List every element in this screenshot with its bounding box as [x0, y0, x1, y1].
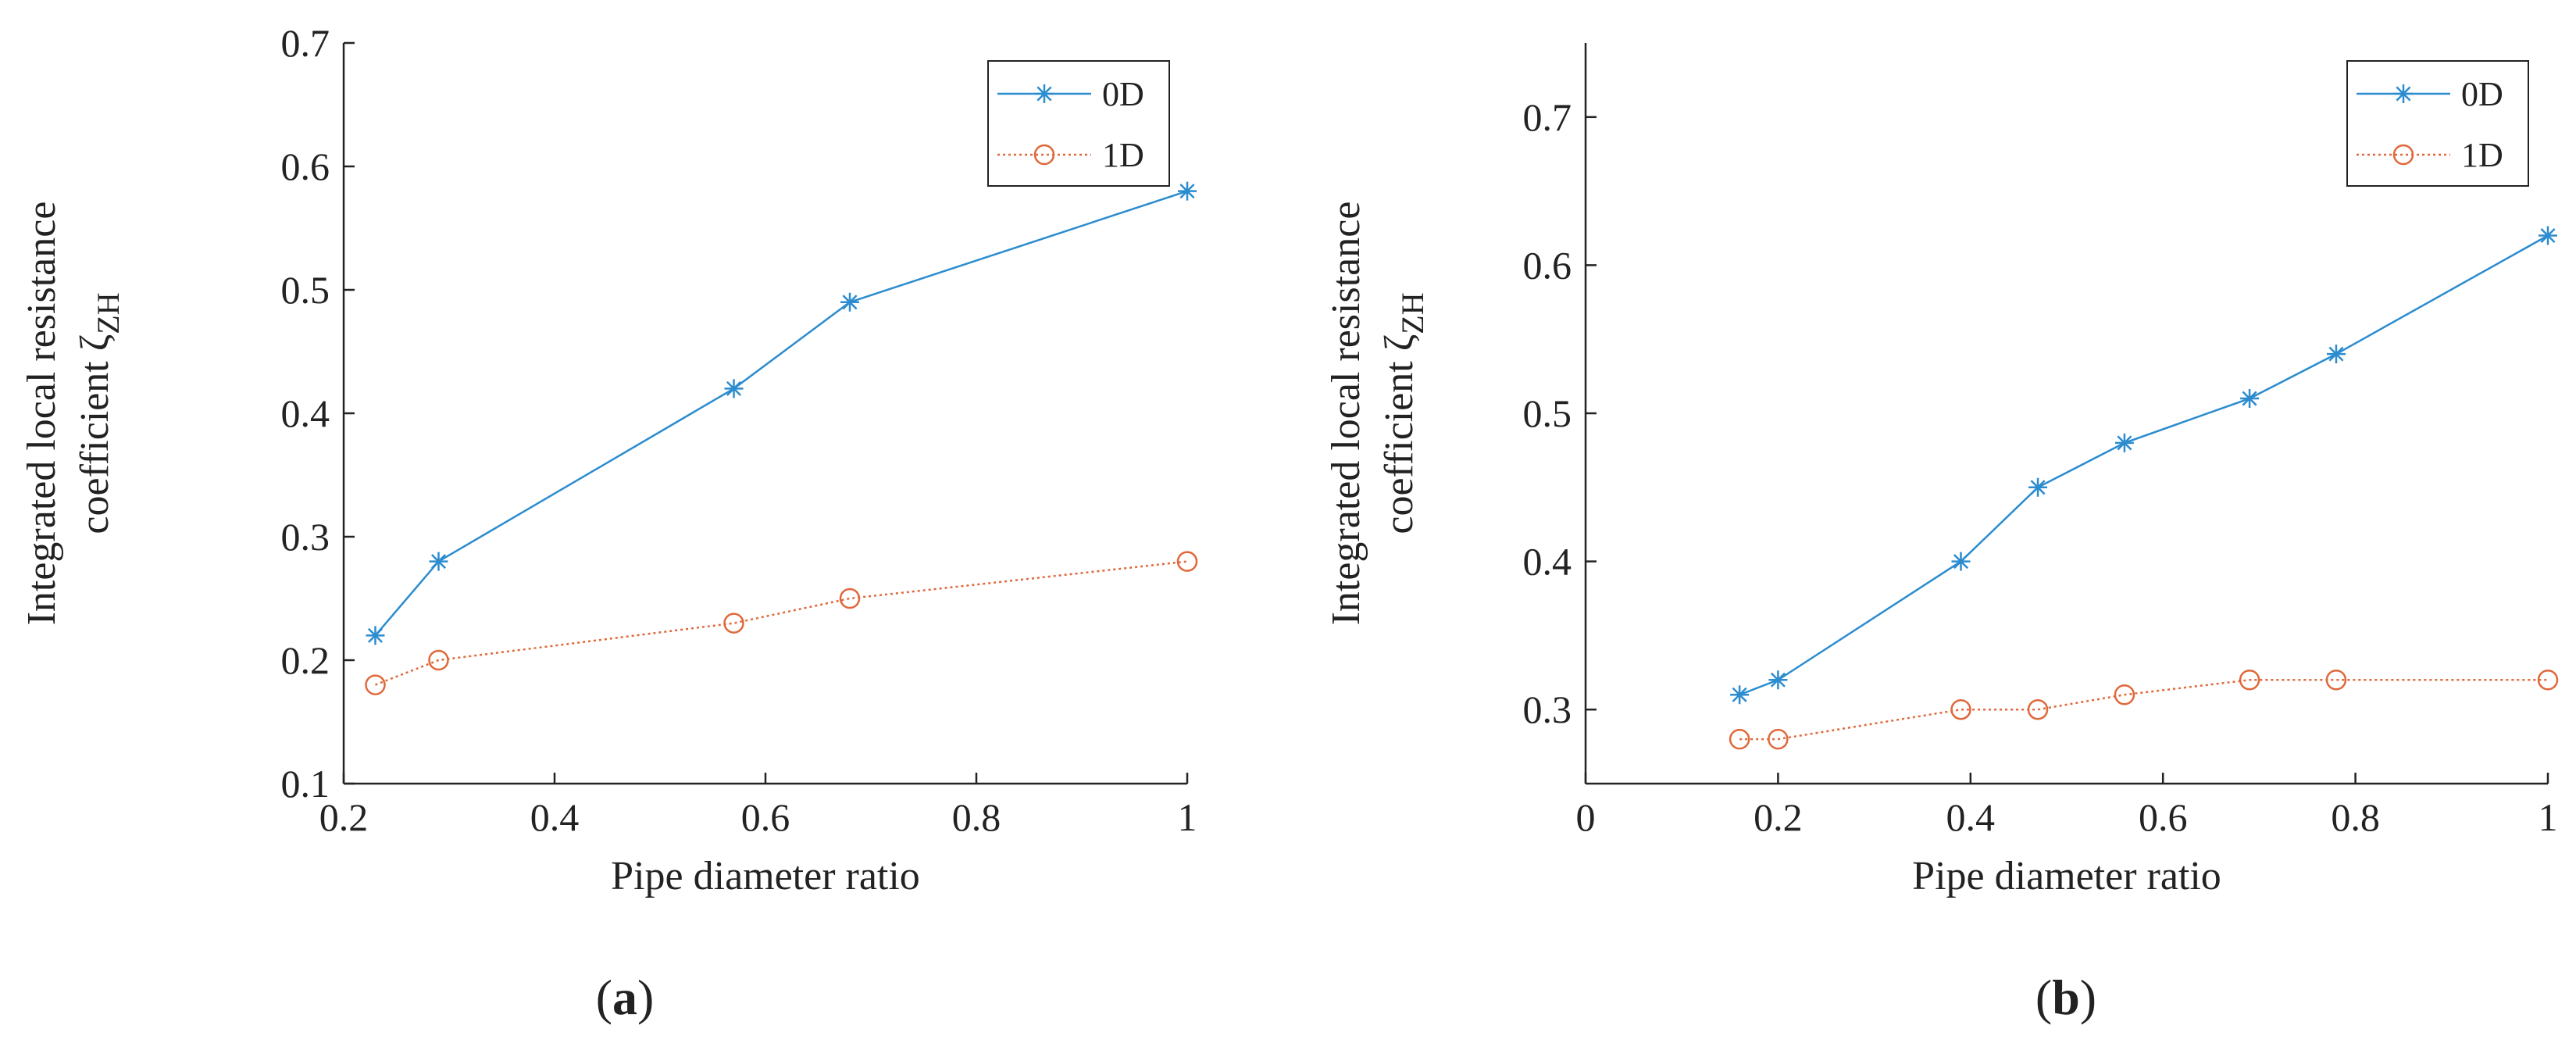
- data-point-circle: [2239, 670, 2260, 691]
- panel-label-letter: a: [612, 970, 637, 1025]
- y-axis-label-line1: Integrated local resistance: [1324, 202, 1368, 626]
- x-tick-label: 0.6: [2139, 795, 2188, 839]
- data-point-asterisk: [724, 379, 744, 398]
- panel-label-close: ): [637, 970, 654, 1025]
- panel-label: (b): [2035, 970, 2096, 1025]
- data-point-asterisk: [1730, 685, 1750, 705]
- y-tick-label: 0.4: [1523, 540, 1572, 584]
- data-point-circle: [2537, 670, 2559, 691]
- x-axis-label: Pipe diameter ratio: [1912, 854, 2221, 898]
- data-point-circle: [428, 649, 449, 671]
- x-tick-label: 1: [2539, 795, 2558, 839]
- data-point-circle: [839, 588, 861, 609]
- legend: 0D 1D: [987, 60, 1170, 187]
- data-point-asterisk: [2114, 433, 2134, 452]
- panel-label-open: (: [2035, 970, 2052, 1025]
- y-tick-label: 0.5: [1523, 391, 1572, 435]
- y-axis-label-zeta: coefficient ζ: [1377, 334, 1422, 534]
- data-point-circle: [1950, 698, 1971, 720]
- legend-marker-circle: [1033, 144, 1055, 166]
- data-point-circle: [2114, 684, 2135, 705]
- data-point-asterisk: [1951, 552, 1971, 571]
- data-point-asterisk: [2539, 226, 2557, 245]
- data-point-circle: [1729, 728, 1750, 750]
- legend-box: [987, 60, 1170, 187]
- panel-label-open: (: [596, 970, 612, 1025]
- series-1D: [365, 551, 1198, 695]
- data-point-asterisk: [1178, 181, 1197, 201]
- series-line-1D: [375, 560, 1188, 686]
- x-tick-label: 0.6: [741, 795, 790, 839]
- x-tick-label: 0.8: [952, 795, 1001, 839]
- series-1D: [1729, 670, 2559, 750]
- data-point-asterisk: [840, 292, 859, 312]
- y-axis-label-line1: Integrated local resistance: [20, 202, 64, 626]
- data-point-circle: [723, 613, 744, 634]
- x-tick-label: 0.4: [530, 795, 580, 839]
- x-tick-label: 0: [1576, 795, 1596, 839]
- data-point-asterisk: [366, 626, 385, 645]
- y-axis-label-line2: coefficient ζZH: [1377, 292, 1430, 534]
- legend-label-1D: 1D: [1102, 136, 1144, 174]
- x-tick-label: 0.4: [1946, 795, 1996, 839]
- panel-label: (a): [596, 970, 655, 1025]
- chart-b: 0 0.2 0.4 0.6 0.8 1 0.3 0.4 0.5 0.6 0.7 Pipe diamet…: [1324, 43, 2559, 1025]
- panel-label-close: ): [2080, 970, 2096, 1025]
- legend-label-1D: 1D: [2461, 136, 2503, 174]
- y-axis-label-zeta: coefficient ζ: [73, 334, 117, 534]
- data-point-circle: [2027, 698, 2049, 720]
- data-point-circle: [2325, 670, 2347, 691]
- series-line-1D: [1739, 679, 2548, 741]
- y-tick-label: 0.6: [281, 145, 330, 188]
- series-0D: [366, 181, 1197, 645]
- legend-marker-asterisk: [2394, 84, 2413, 103]
- data-point-asterisk: [2028, 477, 2048, 497]
- panel-label-letter: b: [2052, 970, 2080, 1025]
- y-axis-label: Integrated local resistance coefficient ζ…: [1324, 202, 1430, 626]
- data-point-asterisk: [429, 552, 448, 571]
- y-tick-label: 0.2: [281, 638, 330, 682]
- legend-label-0D: 0D: [1102, 75, 1144, 113]
- y-tick-label: 0.3: [281, 515, 330, 559]
- x-tick-label: 0.2: [319, 795, 369, 839]
- y-axis-label-line2: coefficient ζZH: [73, 292, 126, 534]
- data-point-asterisk: [2326, 345, 2346, 364]
- x-tick-label: 0.8: [2331, 795, 2380, 839]
- legend-marker-asterisk: [1035, 84, 1054, 103]
- y-tick-label: 0.1: [281, 762, 330, 805]
- data-point-circle: [1768, 728, 1789, 750]
- y-axis-label: Integrated local resistance coefficient ζ…: [20, 202, 126, 626]
- data-point-circle: [365, 674, 386, 695]
- legend: 0D 1D: [2346, 60, 2529, 187]
- y-tick-label: 0.7: [1523, 95, 1572, 139]
- x-tick-label: 0.2: [1754, 795, 1803, 839]
- y-tick-label: 0.3: [1523, 688, 1572, 731]
- series-0D: [1730, 226, 2557, 705]
- y-axis-label-subscript: ZH: [1395, 292, 1430, 334]
- y-tick-label: 0.4: [281, 391, 330, 435]
- data-point-asterisk: [2240, 389, 2260, 409]
- y-tick-label: 0.5: [281, 268, 330, 312]
- legend-box: [2346, 60, 2529, 187]
- data-point-circle: [1176, 551, 1198, 572]
- y-axis-label-subscript: ZH: [91, 292, 126, 334]
- data-point-asterisk: [1768, 670, 1788, 690]
- y-tick-label: 0.7: [281, 21, 330, 65]
- series-line-0D: [1739, 234, 2549, 696]
- x-tick-label: 1: [1178, 795, 1197, 839]
- x-axis-label: Pipe diameter ratio: [611, 854, 920, 898]
- legend-label-0D: 0D: [2461, 75, 2503, 113]
- y-tick-label: 0.6: [1523, 243, 1572, 287]
- legend-marker-circle: [2392, 144, 2414, 166]
